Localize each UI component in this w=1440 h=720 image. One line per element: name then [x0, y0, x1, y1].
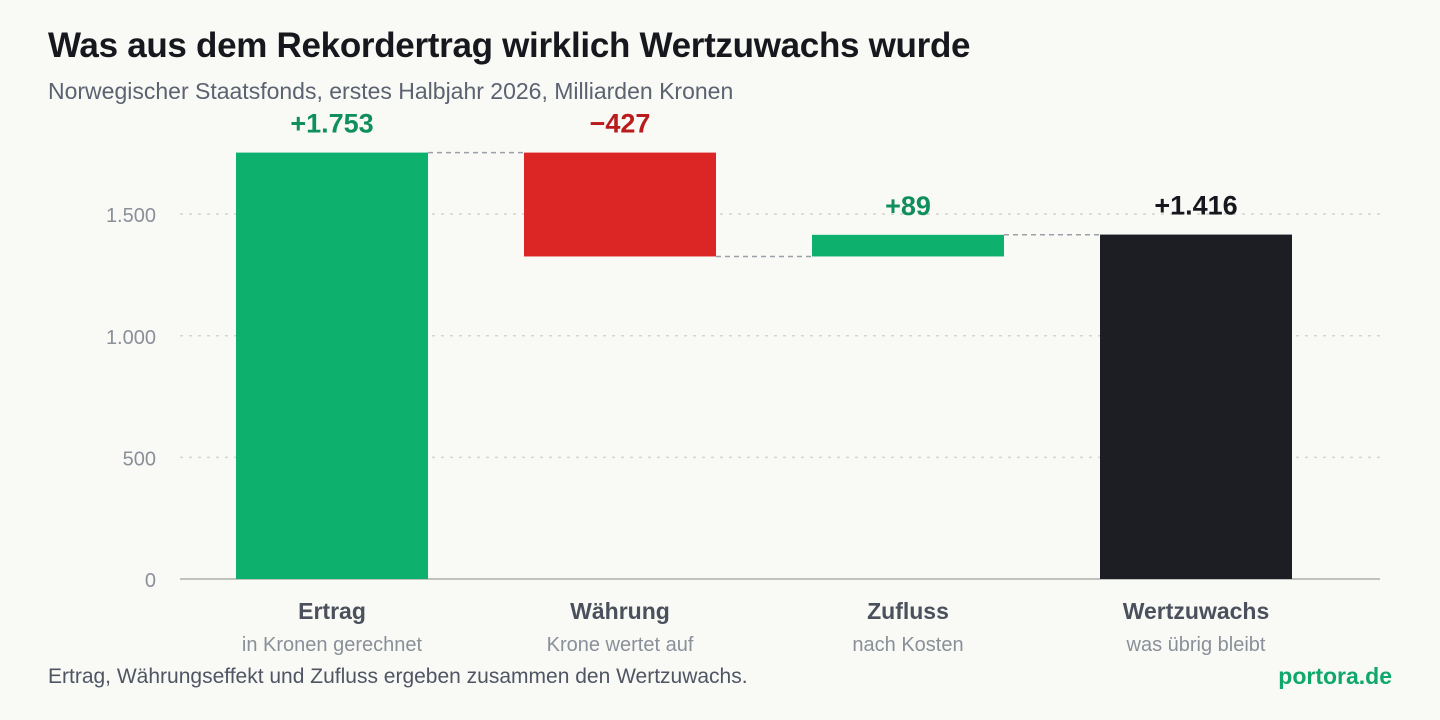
- category-sublabel: nach Kosten: [852, 634, 963, 656]
- data-label: +89: [885, 191, 931, 221]
- category-sublabel: was übrig bleibt: [1126, 634, 1266, 656]
- footer-note: Ertrag, Währungseffekt und Zufluss ergeb…: [48, 665, 748, 688]
- bar-zufluss: [812, 234, 1004, 257]
- brand-link[interactable]: portora.de: [1278, 663, 1392, 689]
- y-tick-label: 500: [123, 448, 156, 470]
- category-label: Währung: [570, 598, 670, 624]
- y-tick-label: 0: [145, 570, 156, 592]
- category-label: Ertrag: [298, 598, 366, 624]
- y-tick-label: 1.000: [106, 327, 156, 349]
- category-label: Zufluss: [867, 598, 949, 624]
- bar-wertzuwachs: [1100, 234, 1292, 579]
- category-sublabel: in Kronen gerechnet: [242, 634, 423, 656]
- chart-subtitle: Norwegischer Staatsfonds, erstes Halbjah…: [48, 78, 734, 104]
- data-label: −427: [590, 109, 651, 139]
- bar-ertrag: [236, 152, 428, 579]
- category-label: Wertzuwachs: [1123, 598, 1270, 624]
- y-tick-label: 1.500: [106, 205, 156, 227]
- bar-währung: [524, 152, 716, 257]
- category-sublabel: Krone wertet auf: [547, 634, 694, 656]
- chart-title: Was aus dem Rekordertrag wirklich Wertzu…: [48, 26, 971, 65]
- data-label: +1.416: [1154, 191, 1237, 221]
- data-label: +1.753: [290, 109, 373, 139]
